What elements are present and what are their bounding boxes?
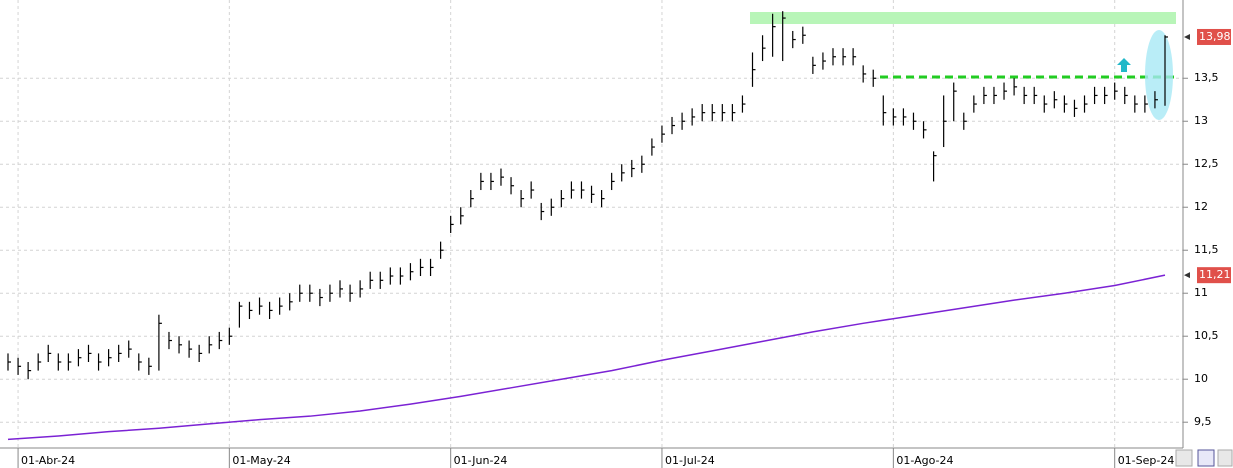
price-tag bbox=[1197, 28, 1231, 45]
y-tick-label: 12 bbox=[1194, 200, 1208, 213]
x-tick-label: 01-Jun-24 bbox=[454, 454, 508, 467]
x-tick-label: 01-Sep-24 bbox=[1118, 454, 1175, 467]
button[interactable] bbox=[1175, 449, 1193, 467]
y-tick-label: 9,5 bbox=[1194, 415, 1212, 428]
plot bbox=[7, 11, 1168, 441]
y-tick-label: 10,5 bbox=[1194, 329, 1219, 342]
price-tag-label: 13,98 bbox=[1199, 30, 1231, 43]
y-tick-label: 13 bbox=[1194, 114, 1208, 127]
highlight bbox=[1145, 30, 1173, 120]
y-tick-label: 13,5 bbox=[1194, 71, 1219, 84]
price-tag-label: 11,21 bbox=[1199, 268, 1231, 281]
resistance-band bbox=[750, 12, 1176, 24]
x-tick-label: 01-Jul-24 bbox=[665, 454, 715, 467]
button[interactable] bbox=[1217, 449, 1233, 467]
y-tick-label: 11 bbox=[1194, 286, 1208, 299]
price-tag bbox=[1197, 267, 1231, 284]
y-tick-label: 11,5 bbox=[1194, 243, 1219, 256]
y-tick-label: 10 bbox=[1194, 372, 1208, 385]
up-arrow bbox=[1117, 58, 1131, 72]
price-pointer bbox=[1184, 272, 1190, 279]
save-button[interactable] bbox=[1197, 449, 1215, 467]
x-tick-label: 01-May-24 bbox=[232, 454, 290, 467]
x-tick-label: 01-Ago-24 bbox=[896, 454, 953, 467]
moving-average bbox=[7, 274, 1166, 441]
price-pointer bbox=[1184, 33, 1190, 40]
y-tick-label: 12,5 bbox=[1194, 157, 1219, 170]
x-tick-label: 01-Abr-24 bbox=[21, 454, 75, 467]
